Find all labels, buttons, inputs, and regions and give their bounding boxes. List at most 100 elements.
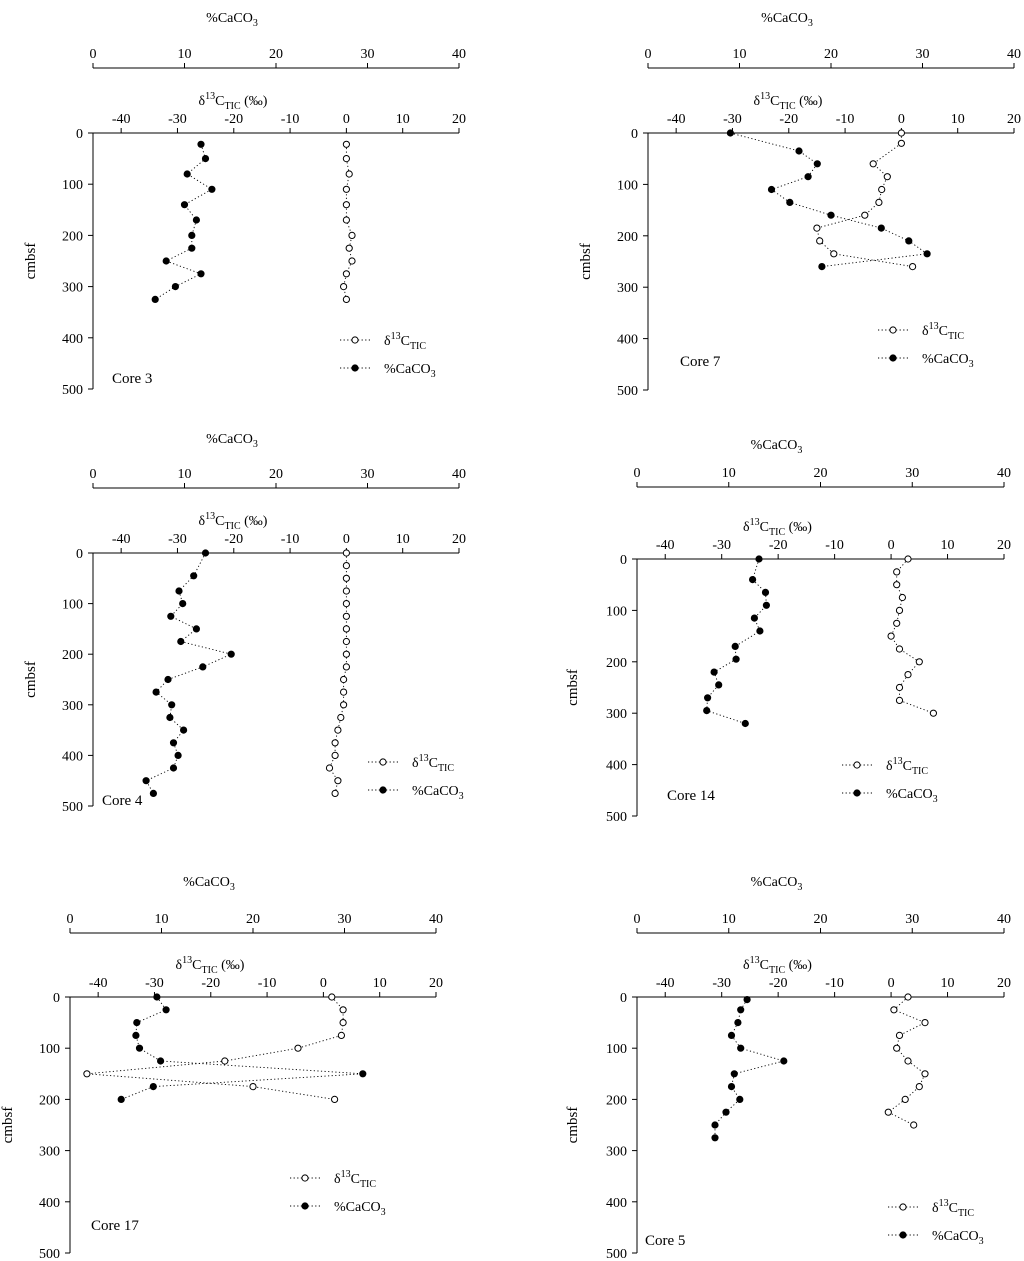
core-label: Core 14 [667,788,715,804]
d13c-point [342,549,350,557]
d13c-point [898,593,907,602]
depth-tick-label: 100 [606,1042,627,1057]
d13c-point [339,1019,347,1027]
d13c-point [328,993,336,1001]
depth-tick-label: 0 [76,547,83,562]
caco3-point [142,777,150,785]
caco3-point [703,707,711,715]
caco3-point [169,739,178,747]
caco3-tick-label: 10 [178,47,192,62]
d13c-point [340,701,348,709]
caco3-point [795,147,803,155]
d13c-tick-label: 0 [888,976,895,991]
d13c-series-line [816,133,913,268]
d13c-point [875,198,883,206]
d13c-point [895,606,904,615]
d13c-point [342,270,350,278]
caco3-tick-label: 30 [905,466,919,481]
d13c-point [342,155,350,163]
caco3-point [813,160,821,168]
caco3-point [175,587,183,595]
depth-tick-label: 300 [606,707,627,722]
caco3-point [749,576,757,584]
legend-caco3-label: %CaCO3 [412,784,464,802]
panel-core-17: %CaCO3 0 10 20 30 40 δ13CTIC (‰) -40 -30 -20 -10 0 1… [0,875,443,1261]
depth-tick-label: 400 [39,1196,60,1211]
d13c-point [342,612,350,620]
d13c-tick-label: -10 [281,532,300,547]
d13c-point [334,777,342,785]
d13c-point [901,1095,909,1104]
d13c-tick-label: 10 [396,532,410,547]
d13c-tick-label: -30 [712,538,731,553]
d13c-tick-label: 20 [1007,112,1021,127]
caco3-point [180,201,189,209]
d13c-tick-label: -40 [656,976,675,991]
d13c-point [895,683,904,692]
caco3-point [179,600,187,608]
caco3-tick-label: 10 [722,466,736,481]
caco3-series-line [706,558,767,724]
d13c-point [909,263,917,271]
caco3-point [166,713,174,722]
caco3-point [741,719,749,728]
d13c-axis-title: δ13CTIC (‰) [743,517,812,538]
legend-d13c-label: δ13CTIC [932,1198,974,1219]
core-label: Core 7 [680,354,721,370]
caco3-tick-label: 0 [634,466,641,481]
caco3-axis-title: %CaCO3 [761,11,813,29]
caco3-point [197,270,205,278]
d13c-tick-label: -10 [836,112,855,127]
depth-tick-label: 0 [53,991,60,1006]
caco3-tick-label: 40 [997,912,1011,927]
caco3-point [151,295,159,303]
panel-core-7: %CaCO3 0 10 20 30 40 δ13CTIC (‰) -40 -30 -20 -10 0 1… [578,11,1021,399]
d13c-tick-label: 20 [429,976,443,991]
legend-caco3-marker [889,354,897,362]
depth-tick-label: 300 [62,699,83,714]
depth-tick-label: 0 [620,991,627,1006]
depth-tick-label: 100 [62,598,83,613]
caco3-axis-title: %CaCO3 [206,432,258,450]
d13c-tick-label: 0 [343,532,350,547]
d13c-point [878,185,886,194]
d13c-point [921,1070,929,1078]
d13c-point [883,173,891,181]
caco3-tick-label: 40 [452,467,466,482]
caco3-point [199,663,207,671]
d13c-point [342,140,350,148]
caco3-point [727,1031,736,1040]
panel-core-14: %CaCO3 0 10 20 30 40 δ13CTIC (‰) -40 -30 -20 -10 0 1… [565,438,1011,825]
caco3-point [737,1044,745,1052]
d13c-point [861,211,869,219]
d13c-point [249,1083,257,1091]
d13c-point [342,201,350,209]
caco3-point [704,694,712,702]
caco3-point [149,1083,157,1091]
d13c-point [869,160,877,168]
caco3-point [174,751,182,760]
d13c-axis-title: δ13CTIC (‰) [754,91,823,112]
core-label: Core 3 [112,371,152,387]
caco3-point [169,764,178,772]
depth-tick-label: 0 [620,553,627,568]
d13c-point [337,713,345,722]
d13c-point [294,1044,302,1052]
panel-core-3: %CaCO3 0 10 20 30 40 δ13CTIC (‰) -40 -30 -20 -10 0 1… [23,11,466,398]
caco3-point [190,572,198,580]
legend-d13c-label: δ13CTIC [886,756,928,777]
d13c-point [342,637,350,646]
caco3-point [157,1057,165,1065]
caco3-point [737,1006,745,1014]
caco3-axis-title: %CaCO3 [751,438,803,456]
d13c-tick-label: -30 [145,976,164,991]
d13c-tick-label: -30 [723,112,742,127]
caco3-point [726,129,735,137]
depth-tick-label: 200 [62,648,83,663]
d13c-point [897,139,906,147]
caco3-point [135,1044,144,1052]
d13c-point [342,216,350,224]
d13c-tick-label: -10 [258,976,277,991]
depth-tick-label: 200 [62,229,83,244]
caco3-point [711,1121,719,1129]
